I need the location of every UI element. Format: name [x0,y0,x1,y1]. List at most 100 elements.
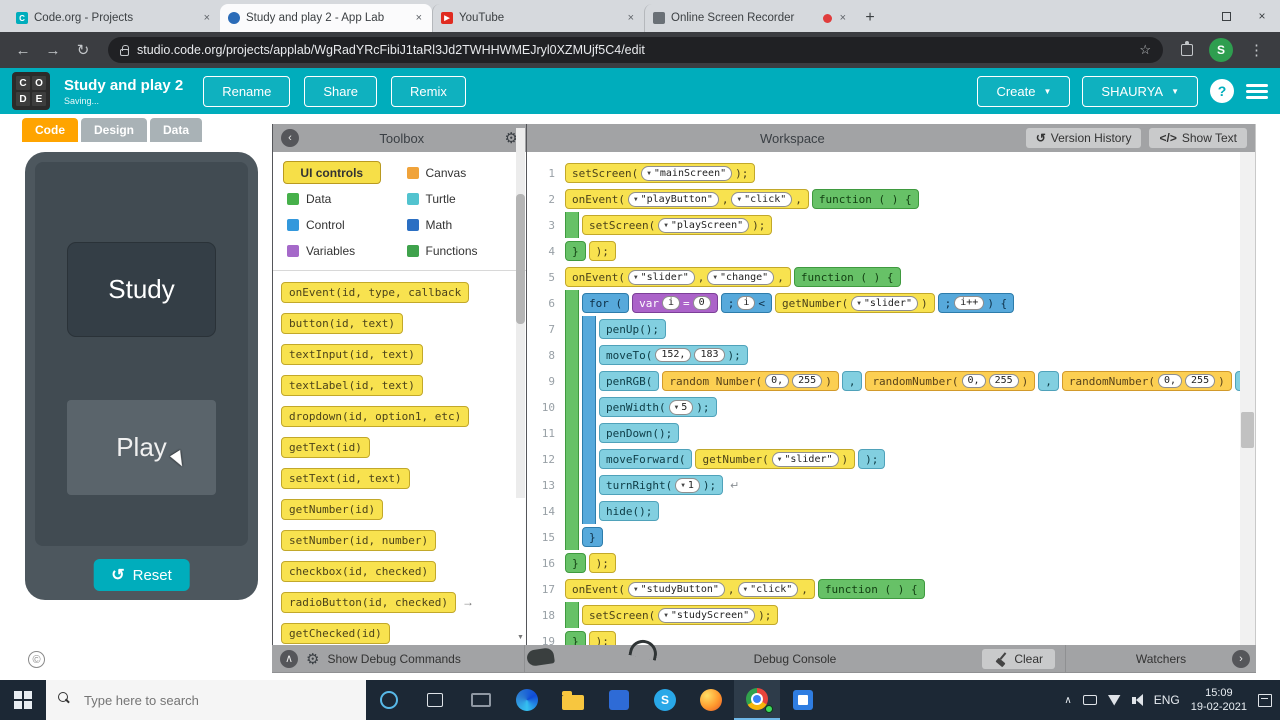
toolbox-category-functions[interactable]: Functions [403,238,523,264]
loop-body-strip[interactable] [582,472,596,498]
cortana-button[interactable] [366,680,412,720]
code-block[interactable]: setScreen(▼ "studyScreen"); [582,605,779,625]
value-pill[interactable]: i [737,296,756,310]
code-workspace[interactable]: 1 setScreen(▼ "mainScreen"); 2 onEvent(▼ "pla… [527,152,1240,645]
dropdown-pill[interactable]: ▼ 1 [675,477,700,493]
code-block[interactable]: ); [588,631,616,645]
dropdown-pill[interactable]: ▼ "click" [737,581,799,597]
code-block[interactable]: } [565,553,586,573]
volume-icon[interactable] [1131,694,1143,706]
code-block[interactable]: onEvent(▼ "slider", ▼ "change", [565,267,791,287]
preview-play-button[interactable]: Play [67,400,216,495]
code-block[interactable]: function ( ) { [811,189,919,209]
tab-close-icon[interactable]: × [839,12,846,24]
code-block[interactable]: ); [1234,371,1240,391]
function-body-strip[interactable] [565,342,579,368]
code-block[interactable]: setScreen(▼ "mainScreen"); [565,163,756,183]
toolbox-block[interactable]: setNumber(id, number) [281,529,437,551]
remix-button[interactable]: Remix [391,75,466,107]
loop-body-strip[interactable] [582,446,596,472]
function-body-strip[interactable] [565,524,579,550]
loop-body-strip[interactable] [582,316,596,342]
function-body-strip[interactable] [565,316,579,342]
code-block[interactable]: moveForward( [599,449,693,469]
code-block[interactable]: randomNumber(0, 255) [865,371,1036,391]
scroll-down-icon[interactable]: ▼ [517,634,524,641]
value-pill[interactable]: 0, [765,374,790,388]
code-block[interactable]: var i = 0 [632,293,718,313]
toolbox-block[interactable]: dropdown(id, option1, etc) [281,405,470,427]
extensions-icon[interactable] [1181,41,1193,56]
code-block[interactable]: penRGB( [599,371,660,391]
toolbox-category-math[interactable]: Math [403,212,523,238]
window-restore-button[interactable] [1208,0,1244,32]
loop-body-strip[interactable] [582,498,596,524]
taskbar-search[interactable] [46,680,366,720]
preview-study-button[interactable]: Study [67,242,216,337]
code-block[interactable]: penDown(); [599,423,680,443]
taskbar-app-blue[interactable] [596,680,642,720]
tab-close-icon[interactable]: × [627,12,634,24]
code-block[interactable]: } [565,631,586,645]
value-pill[interactable]: i++ [954,296,985,310]
function-body-strip[interactable] [565,290,579,316]
toolbox-category-data[interactable]: Data [283,186,403,212]
taskbar-app-skype[interactable]: S [642,680,688,720]
code-block[interactable]: getNumber(▼ "slider") [774,293,935,313]
loop-body-strip[interactable] [582,394,596,420]
browser-menu-icon[interactable]: ⋮ [1249,42,1264,59]
toolbox-block[interactable]: checkbox(id, checked) [281,560,437,582]
toolbox-category-turtle[interactable]: Turtle [403,186,523,212]
toolbox-scrollbar-thumb[interactable] [516,194,525,324]
share-button[interactable]: Share [304,75,378,107]
code-block[interactable]: ); [588,553,616,573]
taskbar-app-recorder[interactable] [458,680,504,720]
back-icon[interactable]: ← [15,41,31,59]
rename-button[interactable]: Rename [203,75,291,107]
toolbox-category-ui-controls[interactable]: UI controls [283,161,381,184]
toolbox-category-canvas[interactable]: Canvas [403,160,523,186]
dropdown-pill[interactable]: ▼ "playButton" [627,191,719,207]
action-center-icon[interactable] [1258,693,1272,707]
toolbox-block[interactable]: getText(id) [281,436,370,458]
search-input[interactable] [46,680,366,720]
code-block[interactable]: for ( [582,293,630,313]
code-block[interactable]: } [565,241,586,261]
code-block[interactable]: ); [588,241,616,261]
address-bar[interactable]: studio.code.org/projects/applab/WgRadYRc… [108,37,1163,63]
browser-tab[interactable]: Online Screen Recorder × [644,4,856,32]
toolbox-block[interactable]: onEvent(id, type, callback [281,281,470,303]
loop-body-strip[interactable] [582,342,596,368]
toolbox-block[interactable]: button(id, text) [281,312,403,334]
value-pill[interactable]: 152, [655,348,692,362]
code-block[interactable]: penUp(); [599,319,666,339]
function-body-strip[interactable] [565,368,579,394]
value-pill[interactable]: 0, [1157,374,1183,388]
reset-button[interactable]: ↺ Reset [93,559,190,591]
create-menu-button[interactable]: Create ▼ [977,75,1071,107]
watchers-expand-button[interactable]: › [1232,649,1250,668]
toolbox-block[interactable]: radioButton(id, checked) [281,591,456,613]
code-block[interactable]: penWidth(▼ 5); [599,397,717,417]
start-button[interactable] [0,680,46,720]
value-pill[interactable]: 0, [961,374,986,388]
code-block[interactable]: , [841,371,863,391]
display-tray-icon[interactable] [1082,695,1097,705]
tab-close-icon[interactable]: × [415,12,422,24]
debug-expand-button[interactable]: ∧ [280,649,298,668]
language-indicator[interactable]: ENG [1153,693,1180,707]
version-history-button[interactable]: ↺ Version History [1025,128,1142,148]
toolbox-block[interactable]: textLabel(id, text) [281,374,423,396]
new-tab-button[interactable]: + [865,9,875,26]
gear-icon[interactable]: ⚙ [504,130,518,147]
code-block[interactable]: function ( ) { [817,579,925,599]
code-block[interactable]: onEvent(▼ "studyButton", ▼ "click", [565,579,815,599]
toolbox-collapse-button[interactable]: ‹ [281,129,299,147]
taskbar-app-photos[interactable] [780,680,826,720]
code-block[interactable]: moveTo(152, 183); [599,345,748,365]
value-pill[interactable]: i [662,296,681,310]
mode-tab-code[interactable]: Code [22,118,78,142]
code-block[interactable]: ; i++) { [937,293,1015,313]
toolbox-category-control[interactable]: Control [283,212,403,238]
hamburger-menu-icon[interactable] [1246,83,1268,99]
